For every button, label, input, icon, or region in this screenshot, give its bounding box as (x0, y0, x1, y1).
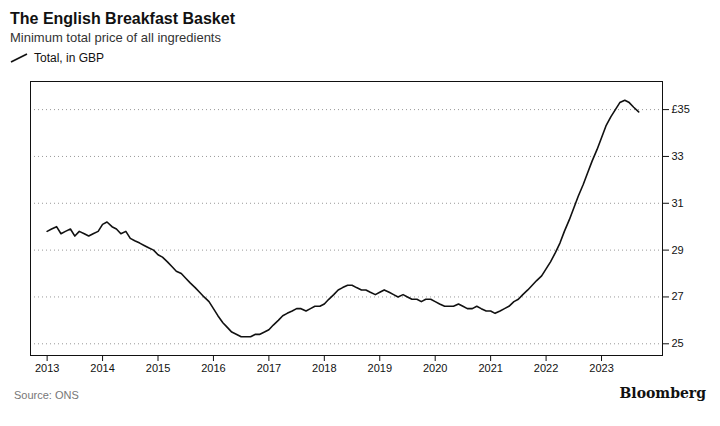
svg-text:2022: 2022 (534, 362, 558, 374)
svg-text:2017: 2017 (257, 362, 281, 374)
html-text:Source: ONS: Source: ONS (14, 389, 79, 401)
svg-text:2018: 2018 (312, 362, 336, 374)
html-text:Total, in GBP: Total, in GBP (34, 51, 104, 65)
svg-text:2023: 2023 (589, 362, 613, 374)
html-text:Minimum total price of all ing: Minimum total price of all ingredients (10, 30, 221, 45)
svg-text:2016: 2016 (201, 362, 225, 374)
svg-text:33: 33 (672, 150, 684, 162)
svg-text:25: 25 (672, 337, 684, 349)
html-text:Bloomberg: Bloomberg (619, 385, 706, 401)
svg-text:2021: 2021 (478, 362, 502, 374)
svg-text:31: 31 (672, 197, 684, 209)
html-text:The English Breakfast Basket: The English Breakfast Basket (10, 10, 235, 27)
svg-text:£35: £35 (672, 103, 690, 115)
svg-text:2020: 2020 (423, 362, 447, 374)
svg-text:2014: 2014 (90, 362, 114, 374)
svg-text:2015: 2015 (146, 362, 170, 374)
svg-text:27: 27 (672, 290, 684, 302)
svg-text:29: 29 (672, 244, 684, 256)
svg-text:2013: 2013 (35, 362, 59, 374)
svg-text:2019: 2019 (368, 362, 392, 374)
